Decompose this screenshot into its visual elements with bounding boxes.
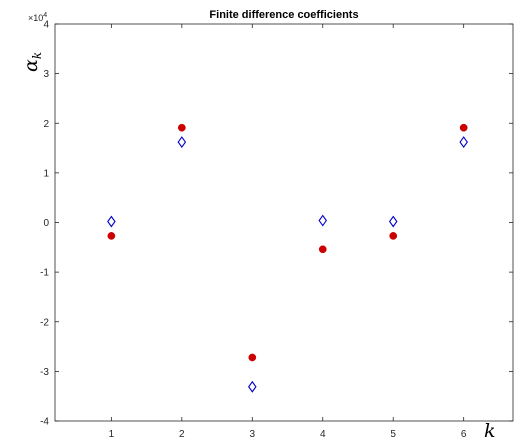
y-tick-label: 4 [43,20,49,31]
y-exponent-label: ×104 [28,12,47,23]
y-axis-label-subscript: k [30,52,44,59]
y-tick-label: -1 [40,268,49,279]
y-tick-label: 0 [43,218,49,229]
data-point-series-2 [177,136,187,149]
y-axis-label-main: α [20,59,42,72]
svg-text:αk: αk [20,52,44,72]
svg-text:×104: ×104 [28,12,47,23]
plot-area [54,23,514,422]
y-tick-label: -3 [40,367,49,378]
data-point-series-1 [318,245,327,254]
data-point-series-2 [459,136,468,149]
data-point-series-1 [459,123,468,132]
y-tick-label: 2 [43,119,49,130]
x-tick-label: 2 [179,429,185,440]
data-point-series-1 [389,232,398,240]
x-tick-label: 4 [320,429,326,440]
y-tick-label: -2 [40,317,49,328]
x-tick-label: 3 [250,429,256,440]
y-axis-ticks: -4 -3 -2 -1 0 1 2 3 4 [40,20,513,428]
data-point-series-1 [248,353,257,362]
y-tick-label: -4 [40,417,49,428]
data-point-series-2 [318,214,328,227]
chart-title: Finite difference coefficients [209,9,358,21]
data-point-series-2 [388,215,398,228]
data-point-series-2 [107,215,116,228]
y-exponent-base: ×10 [28,13,43,23]
y-exponent-power: 4 [43,12,47,19]
y-axis-label: αk [20,52,44,72]
x-tick-label: 6 [461,429,467,440]
y-tick-label: 1 [43,168,49,179]
x-axis-ticks: 1 2 3 4 5 6 [109,24,467,440]
data-point-series-2 [248,380,257,393]
data-point-series-1 [107,232,116,240]
x-axis-label: k [484,420,496,440]
data-points [107,123,468,393]
x-tick-label: 1 [109,429,115,440]
x-tick-label: 5 [390,429,396,440]
y-tick-label: 3 [43,69,49,80]
data-point-series-1 [177,123,186,132]
